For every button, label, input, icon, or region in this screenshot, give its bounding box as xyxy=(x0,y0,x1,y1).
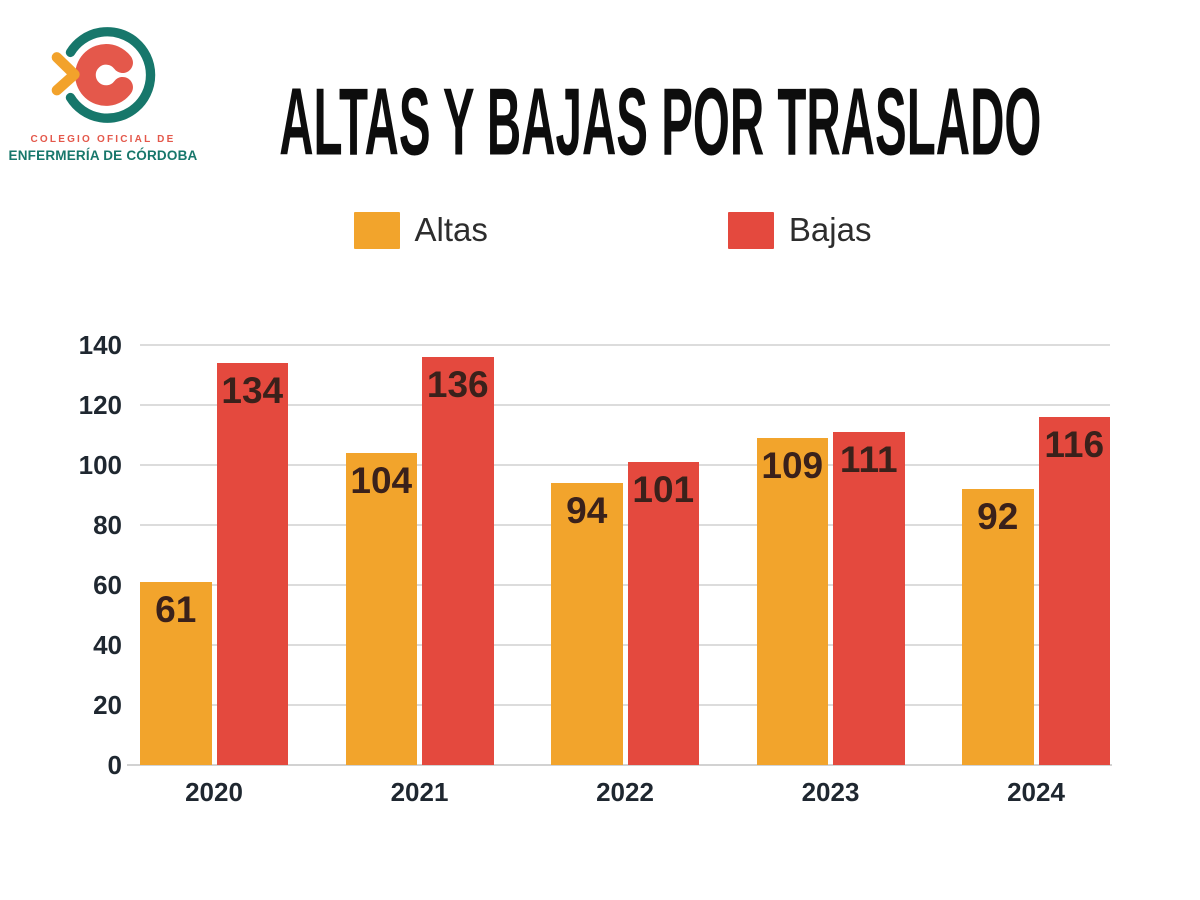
bar-altas: 61 xyxy=(140,582,212,765)
bar-bajas: 111 xyxy=(833,432,905,765)
bar-groups-container: 61 134 2020 104 136 2021 94 101 2022 109 111 2023 92… xyxy=(140,345,1110,807)
bar-value-label: 134 xyxy=(221,370,284,411)
bar-group: 61 134 2020 xyxy=(140,345,288,807)
legend-swatch-bajas xyxy=(727,211,774,249)
bar-bajas: 116 xyxy=(1038,417,1110,765)
bar-group: 92 116 2024 xyxy=(962,345,1110,807)
bar-altas: 104 xyxy=(345,453,417,765)
bar-value-label: 116 xyxy=(1044,424,1105,465)
legend-item-altas: Altas xyxy=(353,211,488,249)
bar-value-label: 92 xyxy=(977,496,1019,537)
chart-title: ALTAS Y BAJAS POR TRASLADO xyxy=(278,67,1042,175)
y-axis-tick-label: 140 xyxy=(78,330,122,360)
gridline xyxy=(140,464,1110,466)
y-axis-tick-label: 0 xyxy=(107,750,122,780)
gridline xyxy=(140,404,1110,406)
plot-area: 61 134 2020 104 136 2021 94 101 2022 109 111 2023 92… xyxy=(79,332,1112,807)
gridline xyxy=(140,584,1110,586)
y-axis-tick-label: 40 xyxy=(93,630,122,660)
x-axis-category-label: 2021 xyxy=(390,777,449,807)
x-axis-category-label: 2020 xyxy=(185,777,243,807)
legend-label: Altas xyxy=(414,211,488,248)
gridline xyxy=(140,344,1110,346)
bar-value-label: 61 xyxy=(155,589,197,630)
bar-value-label: 94 xyxy=(566,490,608,531)
bar-value-label: 111 xyxy=(839,439,898,480)
y-axis-tick-label: 80 xyxy=(93,510,122,540)
logo-text-line1: COLEGIO OFICIAL DE xyxy=(30,134,176,145)
org-logo: COLEGIO OFICIAL DE ENFERMERÍA DE CÓRDOBA xyxy=(5,18,201,163)
bar-bajas: 101 xyxy=(627,462,699,765)
title-container: ALTAS Y BAJAS POR TRASLADO xyxy=(0,66,1200,174)
x-axis-category-label: 2024 xyxy=(1007,777,1065,807)
bar-value-label: 136 xyxy=(426,364,489,405)
bar-bajas: 136 xyxy=(422,357,494,765)
bar-value-label: 104 xyxy=(350,460,413,501)
bar-altas: 94 xyxy=(551,483,623,765)
y-axis-tick-label: 60 xyxy=(93,570,122,600)
x-axis-category-label: 2022 xyxy=(596,777,654,807)
bar-altas: 92 xyxy=(962,489,1034,765)
bar-bajas: 134 xyxy=(216,363,288,765)
gridline xyxy=(140,644,1110,646)
y-axis-tick-label: 120 xyxy=(78,390,122,420)
legend-label: Bajas xyxy=(788,211,872,248)
bar-altas: 109 xyxy=(756,438,828,765)
legend-item-bajas: Bajas xyxy=(727,211,872,249)
gridline xyxy=(140,524,1110,526)
logo-text-line2: ENFERMERÍA DE CÓRDOBA xyxy=(8,148,198,163)
bar-group: 104 136 2021 xyxy=(345,345,494,807)
x-axis-category-label: 2023 xyxy=(801,777,860,807)
bar-value-label: 101 xyxy=(632,469,695,510)
nursing-college-logo-icon xyxy=(51,27,156,123)
y-axis-tick-label: 100 xyxy=(78,450,122,480)
bar-group: 94 101 2022 xyxy=(551,345,699,807)
legend-swatch-altas xyxy=(353,211,400,249)
x-axis-baseline xyxy=(127,764,1112,766)
bar-group: 109 111 2023 xyxy=(756,345,905,807)
gridline xyxy=(140,704,1110,706)
bar-value-label: 109 xyxy=(761,445,824,486)
chart-legend: Altas Bajas xyxy=(0,211,1200,249)
y-axis-tick-label: 20 xyxy=(93,690,122,720)
